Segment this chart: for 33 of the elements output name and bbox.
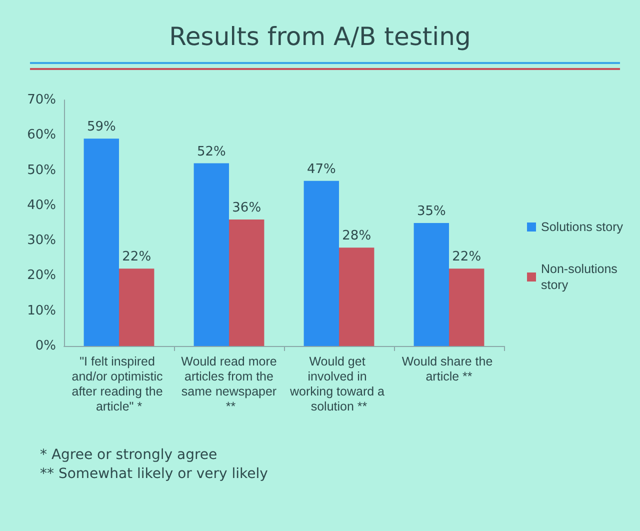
bar xyxy=(449,268,484,346)
bar xyxy=(84,138,119,346)
y-tick-label: 10% xyxy=(27,303,56,318)
bar xyxy=(229,219,264,346)
chart-title: Results from A/B testing xyxy=(168,22,472,51)
y-tick-label: 70% xyxy=(27,92,56,108)
bar xyxy=(119,268,154,346)
y-tick-label: 60% xyxy=(27,128,56,143)
data-label: 22% xyxy=(452,250,482,265)
data-label: 35% xyxy=(416,204,446,219)
text: * Agree or strongly agree xyxy=(40,446,218,465)
bar xyxy=(414,223,449,346)
data-label: 47% xyxy=(306,162,336,177)
data-label: 52% xyxy=(196,144,226,160)
data-label: 36% xyxy=(232,200,262,216)
y-tick-label: 50% xyxy=(27,162,56,178)
x-tick-label: "I felt inspired and/or optimistic after reading the article" * xyxy=(72,354,166,414)
data-label: 28% xyxy=(342,228,372,244)
x-tick-label: Would get involved in working toward a solution ** xyxy=(289,354,388,414)
bar xyxy=(339,248,374,346)
y-tick-label: 30% xyxy=(27,233,56,248)
x-tick-label: Would share the article ** xyxy=(402,354,496,384)
data-label: 59% xyxy=(86,120,116,135)
bar xyxy=(194,163,229,346)
data-label: 22% xyxy=(122,250,152,265)
y-tick-label: 0% xyxy=(35,338,56,354)
bar xyxy=(304,180,339,346)
y-tick-label: 20% xyxy=(27,268,56,284)
y-tick-label: 40% xyxy=(27,198,56,213)
x-tick-label: Would read more articles from the same newspaper ** xyxy=(181,354,277,414)
legend-label: Solutions story xyxy=(541,220,624,234)
text: ** Somewhat likely or very likely xyxy=(40,465,268,484)
legend-label: Non-solutions story xyxy=(541,262,621,292)
